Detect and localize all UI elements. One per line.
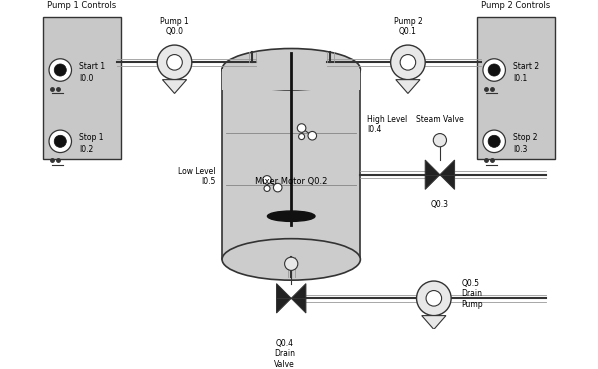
FancyBboxPatch shape [43, 17, 121, 159]
Circle shape [488, 64, 500, 76]
Polygon shape [291, 284, 306, 313]
Circle shape [264, 186, 270, 192]
Circle shape [49, 59, 72, 81]
Text: I0.1: I0.1 [513, 74, 527, 83]
Text: I0.3: I0.3 [513, 145, 527, 155]
Circle shape [390, 45, 425, 80]
Circle shape [54, 64, 66, 76]
FancyBboxPatch shape [222, 69, 361, 259]
Circle shape [488, 135, 500, 147]
Text: I0.2: I0.2 [80, 145, 93, 155]
Text: Start 2: Start 2 [513, 62, 539, 71]
Ellipse shape [222, 48, 361, 90]
Circle shape [263, 176, 271, 184]
Circle shape [167, 55, 182, 70]
Ellipse shape [222, 239, 361, 280]
FancyBboxPatch shape [477, 17, 555, 159]
Polygon shape [396, 80, 420, 93]
Circle shape [49, 130, 72, 152]
Text: I0.0: I0.0 [80, 74, 94, 83]
Circle shape [54, 135, 66, 147]
Text: Mixer Motor Q0.2: Mixer Motor Q0.2 [255, 177, 328, 186]
Circle shape [483, 59, 505, 81]
Text: Stop 1: Stop 1 [80, 133, 104, 142]
Circle shape [298, 134, 304, 139]
Polygon shape [425, 160, 440, 189]
Ellipse shape [267, 211, 315, 221]
Text: Q0.3: Q0.3 [431, 200, 449, 209]
Polygon shape [422, 315, 446, 330]
Text: High Level
I0.4: High Level I0.4 [367, 115, 407, 134]
Circle shape [417, 281, 451, 315]
Polygon shape [440, 160, 454, 189]
Circle shape [297, 124, 306, 132]
Circle shape [157, 45, 192, 80]
Circle shape [434, 134, 447, 147]
Text: Pump 1
Q0.0: Pump 1 Q0.0 [160, 17, 189, 37]
Polygon shape [276, 284, 291, 313]
Polygon shape [163, 80, 187, 93]
Circle shape [400, 55, 416, 70]
Text: Pump 2 Controls: Pump 2 Controls [481, 1, 551, 10]
Circle shape [308, 131, 316, 140]
Text: Start 1: Start 1 [80, 62, 105, 71]
Text: Low Level
I0.5: Low Level I0.5 [178, 167, 215, 186]
Text: Pump 1 Controls: Pump 1 Controls [47, 1, 117, 10]
Text: Steam Valve: Steam Valve [416, 115, 464, 124]
Circle shape [285, 257, 298, 270]
Circle shape [426, 290, 441, 306]
Circle shape [273, 183, 282, 192]
Text: Pump 2
Q0.1: Pump 2 Q0.1 [393, 17, 422, 37]
Circle shape [483, 130, 505, 152]
Text: Q0.5
Drain
Pump: Q0.5 Drain Pump [462, 279, 483, 309]
FancyBboxPatch shape [222, 69, 361, 90]
Text: Q0.4
Drain
Valve: Q0.4 Drain Valve [274, 339, 295, 369]
Text: Stop 2: Stop 2 [513, 133, 538, 142]
